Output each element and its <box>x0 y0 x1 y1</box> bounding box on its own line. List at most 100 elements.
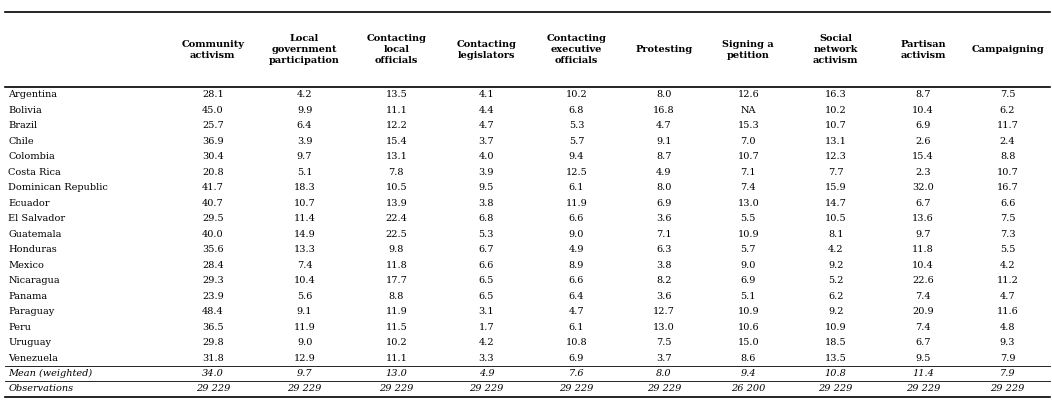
Text: 22.4: 22.4 <box>385 214 407 223</box>
Text: Ecuador: Ecuador <box>8 199 49 208</box>
Text: 6.7: 6.7 <box>479 245 494 254</box>
Text: 5.5: 5.5 <box>741 214 756 223</box>
Text: Campaigning: Campaigning <box>971 45 1044 54</box>
Text: 9.0: 9.0 <box>297 338 312 347</box>
Text: 6.2: 6.2 <box>828 292 844 301</box>
Text: 8.0: 8.0 <box>656 90 671 99</box>
Text: 26 200: 26 200 <box>731 384 766 393</box>
Text: Observations: Observations <box>8 384 74 393</box>
Text: 11.8: 11.8 <box>385 261 407 270</box>
Text: 11.5: 11.5 <box>385 323 407 332</box>
Text: 34.0: 34.0 <box>202 369 224 378</box>
Text: 6.5: 6.5 <box>479 292 494 301</box>
Text: Chile: Chile <box>8 137 34 146</box>
Text: 12.2: 12.2 <box>385 121 407 130</box>
Text: 9.0: 9.0 <box>741 261 756 270</box>
Text: 10.8: 10.8 <box>566 338 587 347</box>
Text: 5.7: 5.7 <box>569 137 584 146</box>
Text: Mean (weighted): Mean (weighted) <box>8 369 93 378</box>
Text: 10.9: 10.9 <box>825 323 847 332</box>
Text: 7.1: 7.1 <box>741 168 756 177</box>
Text: 7.6: 7.6 <box>569 369 584 378</box>
Text: 11.1: 11.1 <box>385 106 407 115</box>
Text: 9.7: 9.7 <box>915 230 931 239</box>
Text: 13.0: 13.0 <box>385 369 407 378</box>
Text: 10.5: 10.5 <box>825 214 847 223</box>
Text: 3.8: 3.8 <box>479 199 494 208</box>
Text: 9.5: 9.5 <box>915 353 931 362</box>
Text: 17.7: 17.7 <box>385 276 407 285</box>
Text: 4.2: 4.2 <box>479 338 494 347</box>
Text: 7.9: 7.9 <box>999 369 1015 378</box>
Text: 9.4: 9.4 <box>569 153 584 162</box>
Text: 10.2: 10.2 <box>825 106 847 115</box>
Text: 10.2: 10.2 <box>385 338 407 347</box>
Text: 2.6: 2.6 <box>915 137 931 146</box>
Text: 9.7: 9.7 <box>297 369 312 378</box>
Text: 28.1: 28.1 <box>202 90 224 99</box>
Text: 36.9: 36.9 <box>202 137 224 146</box>
Text: 7.8: 7.8 <box>388 168 404 177</box>
Text: Paraguay: Paraguay <box>8 307 55 316</box>
Text: 29 229: 29 229 <box>469 384 504 393</box>
Text: 8.7: 8.7 <box>656 153 671 162</box>
Text: 15.4: 15.4 <box>385 137 407 146</box>
Text: 14.9: 14.9 <box>294 230 316 239</box>
Text: 4.7: 4.7 <box>479 121 494 130</box>
Text: 6.8: 6.8 <box>569 106 584 115</box>
Text: 18.3: 18.3 <box>294 183 316 192</box>
Text: 11.8: 11.8 <box>912 245 934 254</box>
Text: 41.7: 41.7 <box>202 183 224 192</box>
Text: 5.3: 5.3 <box>479 230 494 239</box>
Text: 30.4: 30.4 <box>202 153 224 162</box>
Text: 6.1: 6.1 <box>569 183 584 192</box>
Text: 6.4: 6.4 <box>297 121 312 130</box>
Text: 3.9: 3.9 <box>297 137 312 146</box>
Text: 7.4: 7.4 <box>741 183 756 192</box>
Text: 6.6: 6.6 <box>479 261 494 270</box>
Text: 23.9: 23.9 <box>202 292 224 301</box>
Text: 8.8: 8.8 <box>388 292 404 301</box>
Text: 9.7: 9.7 <box>297 153 312 162</box>
Text: Guatemala: Guatemala <box>8 230 62 239</box>
Text: 8.1: 8.1 <box>828 230 844 239</box>
Text: 40.0: 40.0 <box>202 230 224 239</box>
Text: Partisan
activism: Partisan activism <box>901 40 946 60</box>
Text: 10.9: 10.9 <box>737 307 760 316</box>
Text: Venezuela: Venezuela <box>8 353 58 362</box>
Text: 13.5: 13.5 <box>385 90 407 99</box>
Text: 4.2: 4.2 <box>828 245 844 254</box>
Text: 4.9: 4.9 <box>569 245 584 254</box>
Text: 36.5: 36.5 <box>202 323 224 332</box>
Text: 16.8: 16.8 <box>653 106 674 115</box>
Text: 6.2: 6.2 <box>999 106 1015 115</box>
Text: 10.7: 10.7 <box>825 121 847 130</box>
Text: El Salvador: El Salvador <box>8 214 65 223</box>
Text: 6.7: 6.7 <box>915 199 931 208</box>
Text: 12.5: 12.5 <box>566 168 587 177</box>
Text: 4.4: 4.4 <box>479 106 494 115</box>
Text: 13.1: 13.1 <box>385 153 407 162</box>
Text: 9.4: 9.4 <box>741 369 756 378</box>
Text: 3.6: 3.6 <box>656 214 671 223</box>
Text: Brazil: Brazil <box>8 121 38 130</box>
Text: 16.3: 16.3 <box>825 90 847 99</box>
Text: 6.1: 6.1 <box>569 323 584 332</box>
Text: Signing a
petition: Signing a petition <box>723 40 774 60</box>
Text: 16.7: 16.7 <box>996 183 1018 192</box>
Text: 20.9: 20.9 <box>912 307 934 316</box>
Text: 4.1: 4.1 <box>479 90 494 99</box>
Text: 13.6: 13.6 <box>912 214 934 223</box>
Text: 8.0: 8.0 <box>656 183 671 192</box>
Text: 31.8: 31.8 <box>202 353 224 362</box>
Text: Costa Rica: Costa Rica <box>8 168 61 177</box>
Text: 3.6: 3.6 <box>656 292 671 301</box>
Text: 3.3: 3.3 <box>479 353 494 362</box>
Text: 7.9: 7.9 <box>999 353 1015 362</box>
Text: Panama: Panama <box>8 292 47 301</box>
Text: 10.4: 10.4 <box>912 106 934 115</box>
Text: 5.2: 5.2 <box>828 276 844 285</box>
Text: 10.5: 10.5 <box>385 183 407 192</box>
Text: 10.4: 10.4 <box>294 276 316 285</box>
Text: 11.4: 11.4 <box>294 214 316 223</box>
